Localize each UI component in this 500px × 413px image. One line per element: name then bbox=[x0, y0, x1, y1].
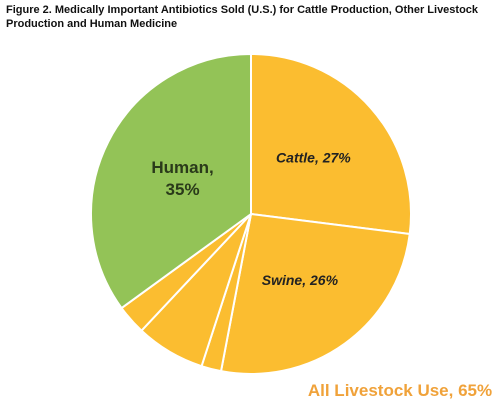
data-label: Cattle, 27% bbox=[276, 150, 351, 166]
data-label: Human, 35% bbox=[151, 159, 213, 200]
pie-slice bbox=[219, 212, 411, 375]
pie-slice bbox=[90, 52, 252, 310]
annotation: All Livestock Use, 65% bbox=[308, 381, 492, 400]
data-label: Swine, 26% bbox=[262, 272, 339, 288]
pie-slice bbox=[250, 52, 412, 236]
chart-title: Figure 2. Medically Important Antibiotic… bbox=[6, 4, 479, 30]
